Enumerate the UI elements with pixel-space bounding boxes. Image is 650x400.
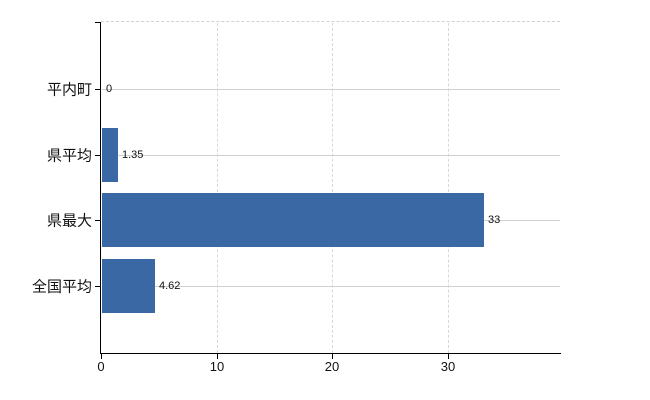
x-tick-label: 10 (209, 359, 225, 374)
y-axis-line (100, 22, 101, 354)
bar (102, 128, 118, 182)
category-label: 県平均 (46, 147, 92, 165)
h-gridline (102, 155, 560, 156)
x-axis-line (100, 353, 561, 354)
x-axis-tick (101, 354, 102, 359)
bar (102, 259, 156, 313)
plot-top-border (101, 21, 560, 22)
x-tick-label: 30 (440, 359, 456, 374)
h-gridline (102, 286, 560, 287)
x-axis-tick (448, 354, 449, 359)
y-axis-tick (95, 89, 101, 90)
bar-value-label: 33 (488, 214, 501, 226)
y-axis-tick (95, 220, 101, 221)
y-axis-end-tick (95, 22, 101, 23)
bar-value-label: 1.35 (122, 149, 144, 161)
y-axis-tick (95, 286, 101, 287)
category-label: 県最大 (46, 212, 92, 230)
y-axis-tick (95, 155, 101, 156)
v-gridline (217, 23, 218, 353)
h-gridline (102, 89, 560, 90)
x-tick-label: 0 (97, 359, 105, 374)
x-axis-tick (332, 354, 333, 359)
category-label: 全国平均 (31, 278, 92, 296)
bar-value-label: 4.62 (159, 280, 181, 292)
x-tick-label: 20 (324, 359, 340, 374)
bar (102, 193, 484, 247)
v-gridline (332, 23, 333, 353)
bar-value-label: 0 (106, 83, 113, 95)
category-label: 平内町 (46, 81, 92, 99)
v-gridline (448, 23, 449, 353)
x-axis-tick (217, 354, 218, 359)
